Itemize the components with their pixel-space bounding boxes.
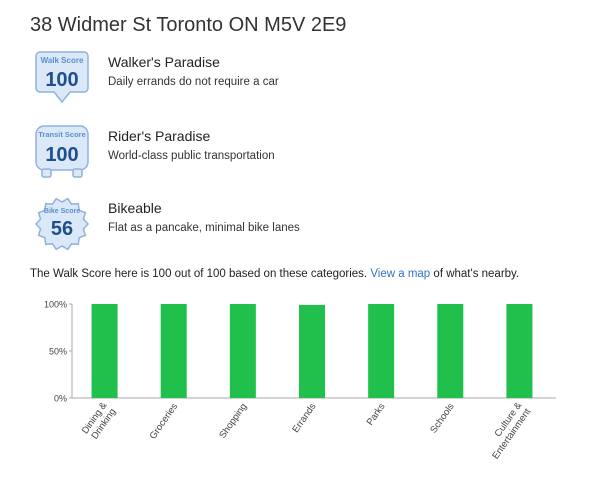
transit-score-title: Rider's Paradise: [108, 128, 211, 144]
summary-text-end: of what's nearby.: [433, 268, 520, 280]
x-tick-label: Dining &Drinking: [80, 400, 119, 443]
gear-icon: [34, 197, 90, 251]
walk-score-value: 100: [45, 69, 78, 91]
bike-score-badge-label: Bike Score: [44, 208, 80, 215]
bike-score-row: Bike Score 56 Bikeable Flat as a pancake…: [34, 196, 574, 256]
bike-score-value: 56: [51, 218, 73, 240]
transit-score-value: 100: [45, 144, 78, 166]
bar: [299, 304, 325, 398]
y-tick-label: 50%: [49, 347, 67, 357]
transit-score-row: Transit Score 100 Rider's Paradise World…: [34, 124, 574, 184]
bar: [506, 304, 533, 398]
bar: [368, 304, 395, 398]
y-tick-label: 0%: [54, 394, 67, 404]
bar: [229, 304, 256, 398]
view-map-link[interactable]: View a map: [370, 268, 431, 280]
summary-text: The Walk Score here is 100 out of 100 ba…: [30, 268, 368, 280]
transit-score-badge-label: Transit Score: [38, 130, 86, 139]
x-tick-label: Shopping: [217, 401, 249, 440]
walk-score-description: Daily errands do not require a car: [108, 76, 279, 88]
bike-score-description: Flat as a pancake, minimal bike lanes: [108, 222, 300, 234]
walk-score-badge-label: Walk Score: [41, 56, 84, 65]
address-title: 38 Widmer St Toronto ON M5V 2E9: [30, 14, 347, 36]
x-tick-label: Culture &Entertainment: [481, 400, 533, 462]
x-tick-label: Parks: [365, 401, 388, 427]
x-tick-label: Groceries: [148, 401, 181, 441]
x-tick-label: Schools: [428, 401, 457, 435]
bike-score-badge-icon: Bike Score 56: [34, 197, 90, 251]
bike-score-title: Bikeable: [108, 200, 162, 216]
bar: [91, 304, 118, 398]
bar: [160, 304, 187, 398]
bar: [437, 304, 464, 398]
gear-shape: [34, 197, 90, 251]
walk-score-badge-icon: Walk Score 100: [35, 51, 89, 104]
walk-score-summary: The Walk Score here is 100 out of 100 ba…: [30, 268, 519, 280]
walk-score-title: Walker's Paradise: [108, 54, 220, 70]
walk-score-row: Walk Score 100 Walker's Paradise Daily e…: [34, 50, 574, 110]
x-tick-label: Errands: [290, 401, 318, 435]
transit-score-badge-icon: Transit Score 100: [35, 125, 89, 178]
transit-score-description: World-class public transportation: [108, 150, 275, 162]
y-tick-label: 100%: [44, 300, 67, 310]
